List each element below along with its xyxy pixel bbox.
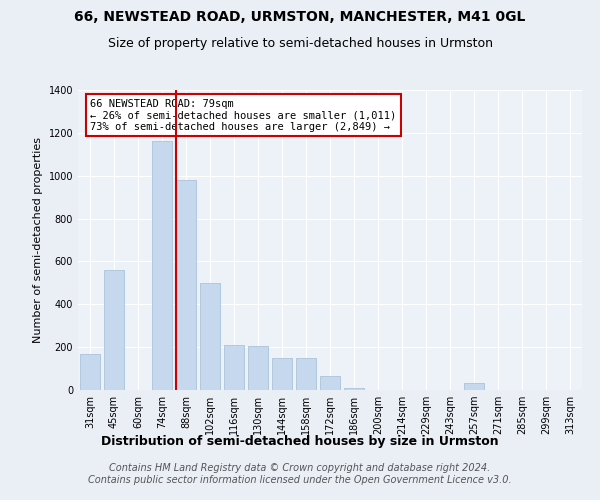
Bar	[224, 345, 244, 390]
Bar	[80, 354, 100, 390]
Bar	[104, 270, 124, 390]
Text: 66 NEWSTEAD ROAD: 79sqm
← 26% of semi-detached houses are smaller (1,011)
73% of: 66 NEWSTEAD ROAD: 79sqm ← 26% of semi-de…	[91, 98, 397, 132]
Bar	[320, 376, 340, 390]
Bar	[200, 283, 220, 390]
Bar	[272, 358, 292, 390]
Bar	[176, 180, 196, 390]
Bar	[152, 142, 172, 390]
Bar	[464, 382, 484, 390]
Text: Contains HM Land Registry data © Crown copyright and database right 2024.
Contai: Contains HM Land Registry data © Crown c…	[88, 464, 512, 485]
Bar	[248, 346, 268, 390]
Y-axis label: Number of semi-detached properties: Number of semi-detached properties	[33, 137, 43, 343]
Bar	[344, 388, 364, 390]
Bar	[296, 358, 316, 390]
Text: Size of property relative to semi-detached houses in Urmston: Size of property relative to semi-detach…	[107, 38, 493, 51]
Text: Distribution of semi-detached houses by size in Urmston: Distribution of semi-detached houses by …	[101, 435, 499, 448]
Text: 66, NEWSTEAD ROAD, URMSTON, MANCHESTER, M41 0GL: 66, NEWSTEAD ROAD, URMSTON, MANCHESTER, …	[74, 10, 526, 24]
